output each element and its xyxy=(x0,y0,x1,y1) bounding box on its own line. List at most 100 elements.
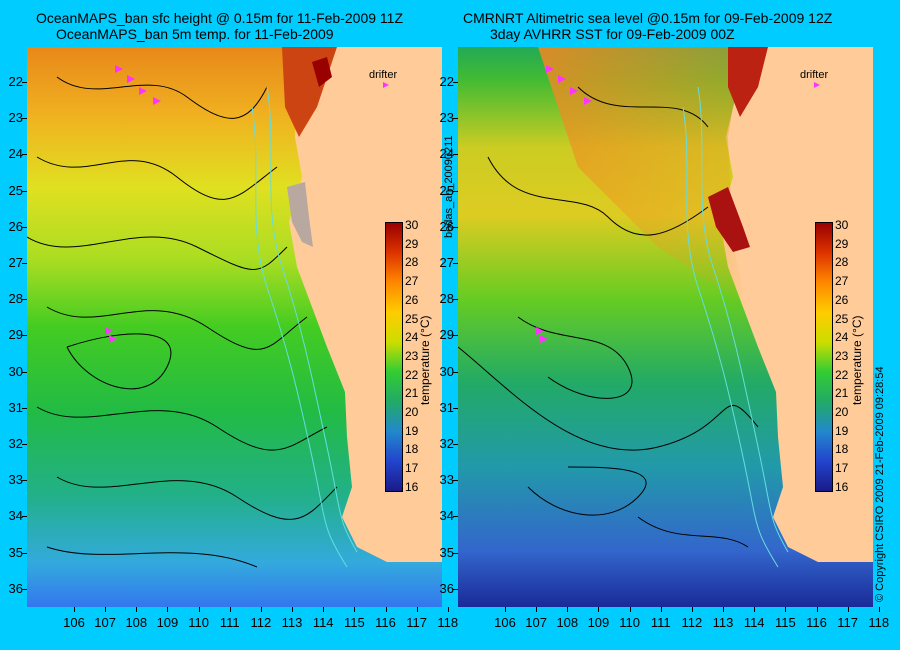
right-lon-tick xyxy=(878,607,880,612)
colorbar-tick-label: 23 xyxy=(405,348,419,363)
right-lon-tick xyxy=(505,607,506,612)
left-lat-tick xyxy=(22,552,27,554)
left-lon-label: 115 xyxy=(343,615,365,630)
left-lat-tick xyxy=(22,118,27,120)
right-lon-label: 112 xyxy=(681,615,703,630)
colorbar-tick-label: 30 xyxy=(835,218,849,232)
right-lat-label: 26 xyxy=(439,218,454,234)
left-lon-tick xyxy=(416,607,418,612)
right-lon-tick xyxy=(660,607,662,612)
left-lon-tick xyxy=(229,607,231,612)
right-lon-label: 108 xyxy=(556,615,579,630)
colorbar-tick-label: 26 xyxy=(405,292,419,307)
right-lon-label: 106 xyxy=(494,615,516,630)
right-colorbar-title: temperature (°C) xyxy=(850,315,864,406)
colorbar-tick-label: 26 xyxy=(835,292,849,307)
left-lon-tick xyxy=(198,607,200,612)
right-lat-label: 32 xyxy=(439,436,454,451)
right-lat-tick xyxy=(453,371,458,373)
colorbar-tick-label: 17 xyxy=(835,461,849,476)
left-lat-label: 23 xyxy=(8,110,23,126)
right-lat-label: 24 xyxy=(439,146,454,162)
right-sst-field xyxy=(458,47,873,607)
left-lon-tick xyxy=(105,607,107,612)
left-lat-label: 29 xyxy=(8,327,23,343)
right-lon-label: 110 xyxy=(619,615,640,630)
left-lat-label: 36 xyxy=(8,580,23,596)
right-lon-tick xyxy=(754,607,756,612)
left-lon-label: 113 xyxy=(281,615,303,630)
colorbar-tick-label: 24 xyxy=(835,330,849,345)
left-sst-field xyxy=(27,47,442,607)
left-lat-label: 27 xyxy=(8,255,23,270)
right-lon-label: 115 xyxy=(774,615,796,630)
colorbar-tick-label: 22 xyxy=(835,367,849,382)
left-lat-label: 24 xyxy=(8,146,23,162)
left-lat-tick xyxy=(22,190,27,192)
right-lat-label: 36 xyxy=(439,580,454,596)
colorbar-tick-label: 16 xyxy=(405,479,419,494)
left-lat-tick xyxy=(22,444,27,445)
right-lon-label: 116 xyxy=(806,615,827,630)
copyright-label: © Copyright CSIRO 2009 21-Feb-2009 09:28… xyxy=(874,366,886,602)
right-lat-tick xyxy=(453,118,458,120)
colorbar-tick-label: 25 xyxy=(835,311,849,326)
left-lat-label: 35 xyxy=(8,544,23,560)
left-lon-label: 108 xyxy=(125,615,148,630)
right-lat-label: 28 xyxy=(439,291,454,307)
right-lat-tick xyxy=(453,335,458,337)
left-lat-label: 33 xyxy=(8,472,23,488)
right-lon-tick xyxy=(567,607,569,612)
left-map-panel: drifter xyxy=(27,47,442,607)
left-lon-label: 116 xyxy=(375,615,396,630)
colorbar-tick-label: 23 xyxy=(835,348,849,363)
colorbar-tick-label: 20 xyxy=(405,405,419,419)
left-lon-label: 114 xyxy=(312,615,334,630)
left-lat-tick xyxy=(22,226,27,228)
right-lat-tick xyxy=(453,190,458,192)
right-lon-label: 118 xyxy=(868,615,890,630)
right-lon-label: 107 xyxy=(525,615,547,630)
left-lat-label: 31 xyxy=(8,399,23,415)
colorbar-tick-label: 29 xyxy=(835,236,849,251)
colorbar-tick-label: 24 xyxy=(405,330,419,345)
left-lon-label: 118 xyxy=(437,615,459,630)
right-lat-label: 29 xyxy=(439,327,454,343)
right-lon-label: 113 xyxy=(712,615,734,630)
right-lon-tick xyxy=(816,607,818,612)
left-lon-tick xyxy=(260,607,262,612)
left-lon-label: 112 xyxy=(250,615,272,630)
left-lat-tick xyxy=(22,588,27,590)
colorbar-tick-label: 27 xyxy=(835,274,849,289)
left-drifter-legend: drifter xyxy=(369,69,398,81)
right-lat-label: 25 xyxy=(439,182,454,198)
left-drifter-markers xyxy=(105,65,389,343)
right-lon-tick xyxy=(847,607,849,612)
right-colorbar xyxy=(815,222,833,492)
left-lat-tick xyxy=(22,407,27,409)
left-lat-tick xyxy=(22,299,27,301)
left-lon-tick xyxy=(136,607,138,612)
colorbar-tick-label: 19 xyxy=(405,423,419,438)
left-lat-label: 32 xyxy=(8,436,23,451)
left-title-line1: OceanMAPS_ban sfc height @ 0.15m for 11-… xyxy=(36,10,404,26)
left-lon-label: 111 xyxy=(219,615,240,630)
right-lat-tick xyxy=(453,263,458,264)
left-lat-tick xyxy=(22,154,27,156)
right-lon-label: 111 xyxy=(650,615,671,630)
right-lon-label: 114 xyxy=(743,615,765,630)
colorbar-tick-label: 22 xyxy=(405,367,419,382)
right-lat-tick xyxy=(453,82,458,83)
right-lat-label: 22 xyxy=(439,74,454,89)
left-lat-tick xyxy=(22,335,27,337)
colorbar-tick-label: 18 xyxy=(835,442,849,457)
right-lon-label: 109 xyxy=(587,615,610,630)
right-lon-tick xyxy=(629,607,631,612)
left-lon-label: 117 xyxy=(406,615,427,630)
colorbar-tick-label: 18 xyxy=(405,442,419,457)
right-lon-tick xyxy=(785,607,787,612)
right-lat-label: 30 xyxy=(439,363,454,379)
right-lat-tick xyxy=(453,407,458,409)
colorbar-tick-label: 29 xyxy=(405,236,419,251)
colorbar-tick-label: 21 xyxy=(835,386,849,401)
